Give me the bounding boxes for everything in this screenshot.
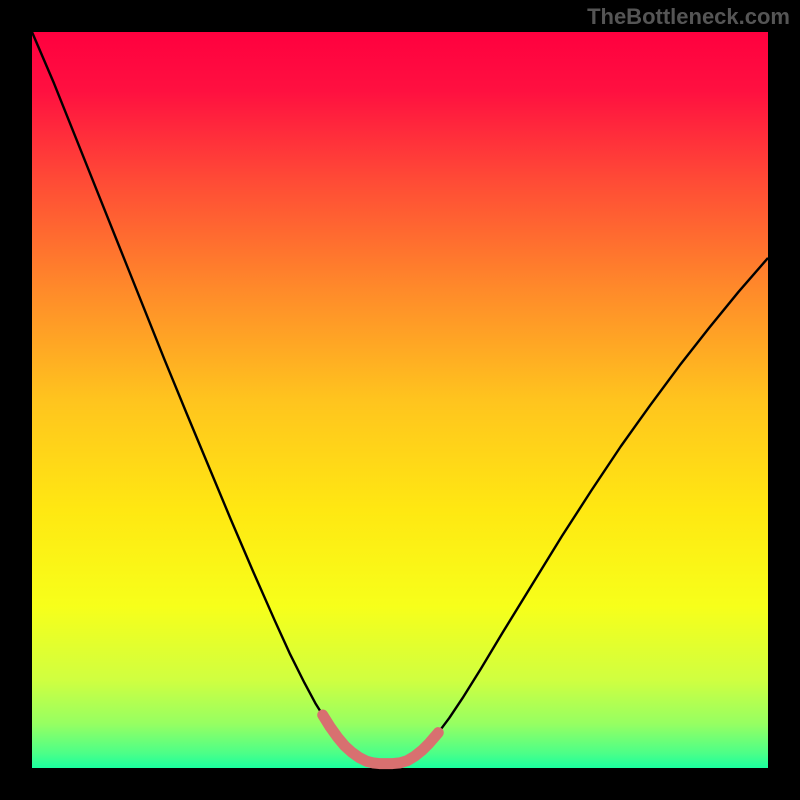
optimal-range-highlight	[323, 715, 439, 764]
attribution-label: TheBottleneck.com	[587, 4, 790, 30]
bottleneck-chart	[0, 0, 800, 800]
performance-curve	[32, 32, 768, 764]
